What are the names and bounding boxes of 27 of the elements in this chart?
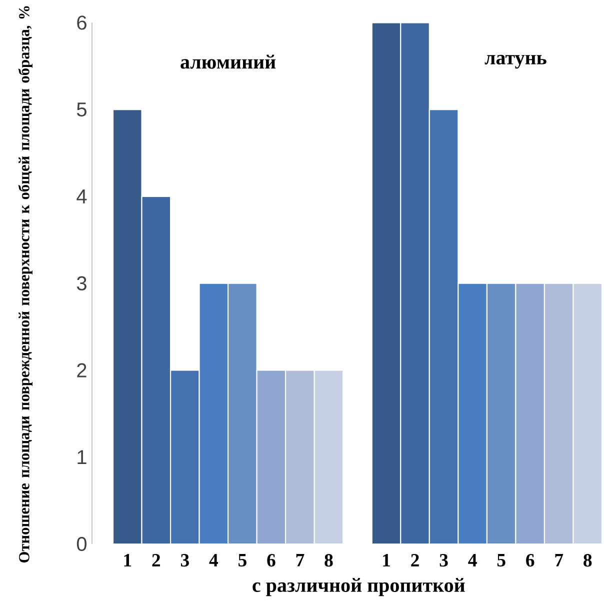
x-tick-label: 8 <box>324 554 333 567</box>
y-tick-label: 5 <box>76 102 86 117</box>
y-tick-label: 3 <box>76 276 86 291</box>
x-tick-label: 1 <box>124 554 132 567</box>
y-tick-label: 0 <box>76 537 86 552</box>
y-axis-title: Отношение площади поврежденной поверхности к общей площади образца, % <box>18 6 32 563</box>
x-tick-label: 8 <box>584 554 592 567</box>
x-tick-label: 7 <box>555 554 564 566</box>
x-tick-label: 4 <box>468 554 477 566</box>
x-tick-label: 6 <box>526 554 534 567</box>
x-tick-label: 6 <box>267 554 276 567</box>
x-tick-label: 3 <box>180 554 189 567</box>
x-tick-label: 5 <box>497 554 506 567</box>
annotation: алюминий <box>180 54 276 69</box>
x-tick-label: 7 <box>296 554 304 566</box>
y-tick-label: 2 <box>77 363 86 378</box>
y-tick-label: 4 <box>76 190 87 204</box>
x-tick-label: 3 <box>440 554 448 567</box>
x-tick-label: 2 <box>411 554 419 567</box>
x-tick-label: 2 <box>152 554 160 567</box>
x-tick-label: 5 <box>238 554 246 567</box>
x-tick-label: 1 <box>383 554 390 567</box>
y-tick-label: 6 <box>77 16 86 30</box>
y-tick-label: 1 <box>78 450 86 464</box>
x-tick-label: 4 <box>209 554 218 566</box>
x-axis-title: с различной пропиткой <box>252 578 465 596</box>
annotation: латунь <box>484 55 546 69</box>
